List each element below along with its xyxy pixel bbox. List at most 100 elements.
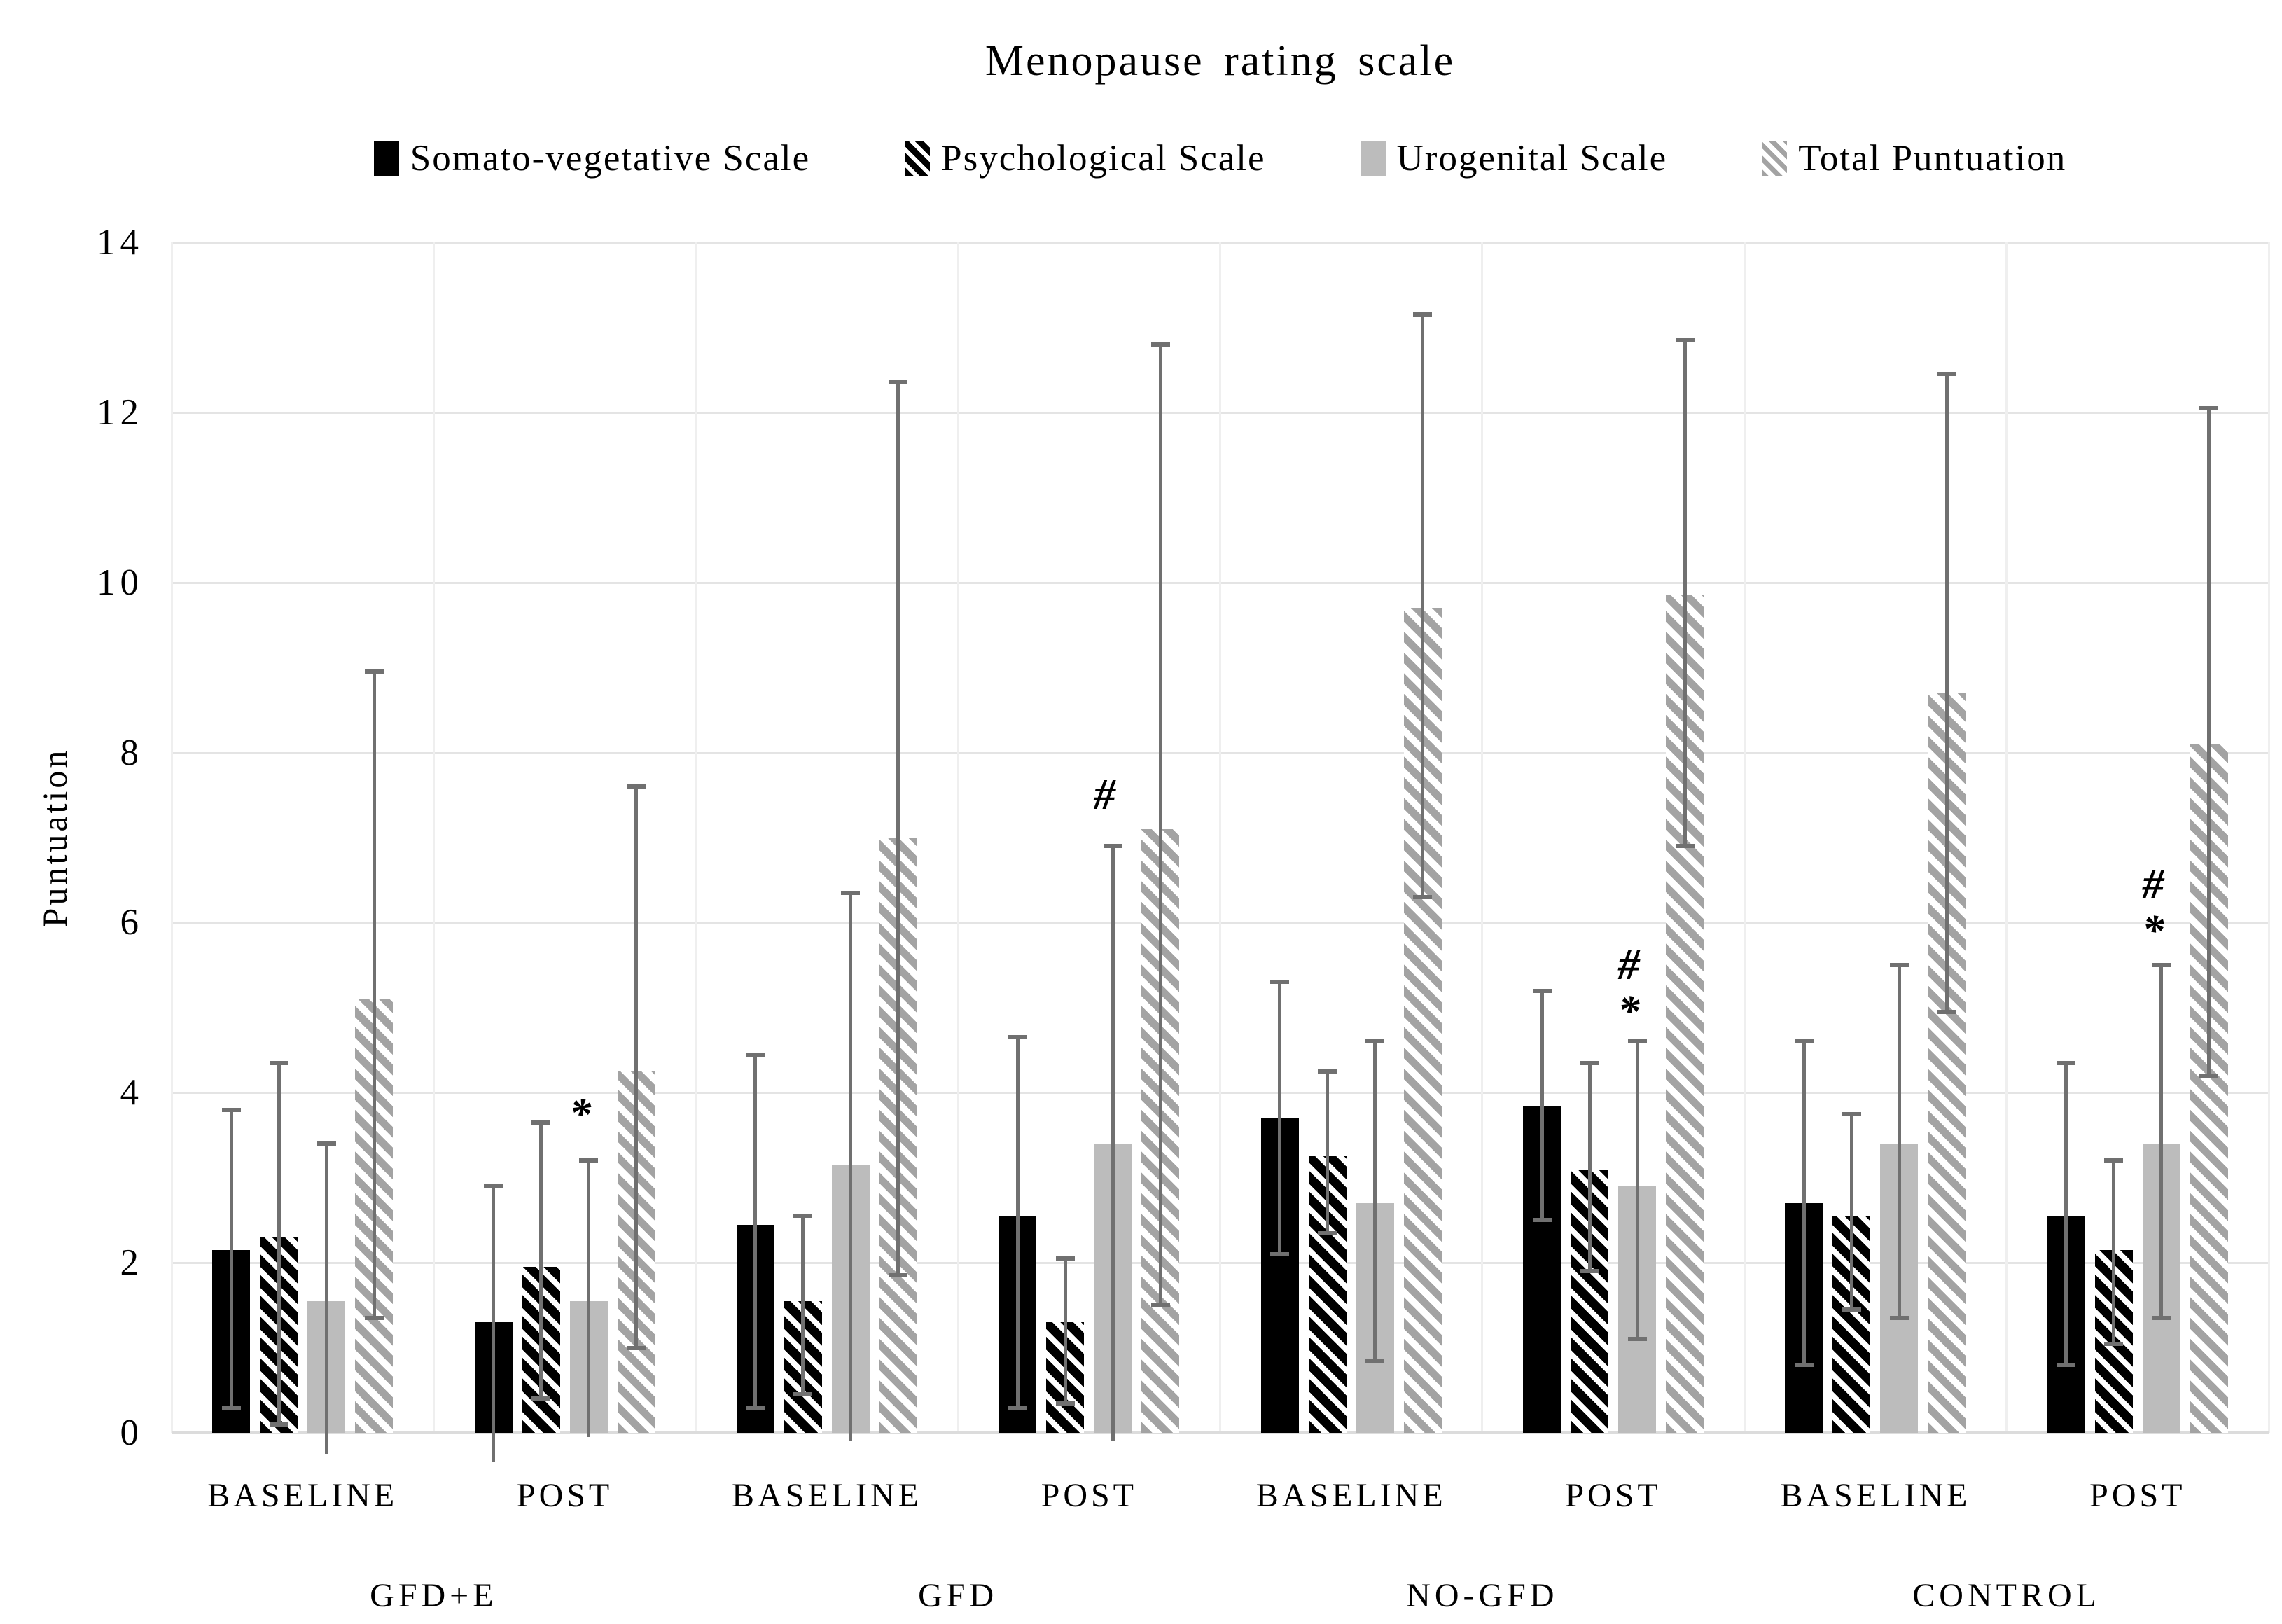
legend-label: Urogenital Scale — [1396, 138, 1668, 179]
error-bar — [539, 1122, 543, 1399]
x-category-label: POST — [2089, 1477, 2186, 1514]
legend-label: Total Puntuation — [1798, 138, 2067, 179]
error-bar-cap-bottom — [364, 1316, 384, 1321]
error-bar-cap-top — [1150, 342, 1170, 347]
error-bar-cap-bottom — [1889, 1316, 1909, 1321]
error-bar-cap-top — [269, 1060, 288, 1065]
error-bar-cap-top — [2104, 1158, 2124, 1163]
error-bar-cap-top — [221, 1107, 241, 1112]
error-bar-cap-top — [627, 784, 646, 789]
error-bar-cap-top — [1413, 312, 1433, 317]
error-bar — [1326, 1071, 1330, 1233]
error-bar-cap-bottom — [746, 1405, 765, 1410]
error-bar-cap-bottom — [1365, 1358, 1385, 1363]
error-bar-cap-top — [1675, 338, 1695, 342]
legend-swatch-icon — [1360, 141, 1386, 176]
error-bar-cap-top — [1008, 1035, 1027, 1040]
error-bar — [896, 382, 900, 1276]
error-bar-cap-top — [1055, 1256, 1075, 1261]
gridline-vertical — [1219, 242, 1221, 1433]
significance-annotation: # * — [1617, 941, 1640, 1036]
error-bar — [1944, 374, 1949, 1012]
error-bar-cap-bottom — [1150, 1303, 1170, 1307]
error-bar-cap-bottom — [1842, 1307, 1861, 1312]
error-bar-cap-bottom — [627, 1345, 646, 1350]
error-bar-cap-bottom — [889, 1273, 908, 1278]
error-bar-cap-bottom — [1675, 844, 1695, 849]
x-condition-label: GFD — [918, 1577, 999, 1614]
error-bar-cap-top — [1937, 372, 1956, 377]
error-bar-cap-bottom — [1532, 1218, 1552, 1223]
error-bar-cap-bottom — [1270, 1252, 1290, 1256]
significance-annotation: * — [569, 1090, 592, 1138]
error-bar — [1421, 314, 1425, 897]
error-bar-cap-top — [531, 1120, 551, 1125]
legend-swatch-icon — [373, 141, 399, 176]
significance-annotation: # — [1093, 771, 1115, 819]
error-bar — [324, 1144, 328, 1455]
error-bar-cap-top — [1270, 980, 1290, 985]
error-bar — [1635, 1041, 1639, 1340]
gridline-vertical — [1743, 242, 1746, 1433]
error-bar — [1802, 1041, 1806, 1365]
legend-item: Somato-vegetative Scale — [373, 137, 811, 179]
x-axis-line — [172, 1431, 2269, 1434]
error-bar-cap-bottom — [1627, 1337, 1647, 1342]
error-bar-cap-bottom — [2104, 1341, 2124, 1346]
x-category-label: POST — [1565, 1477, 1662, 1514]
x-condition-label: GFD+E — [370, 1577, 498, 1614]
error-bar-cap-top — [1365, 1039, 1385, 1044]
y-tick-label: 2 — [120, 1242, 144, 1284]
error-bar — [2064, 1062, 2068, 1365]
error-bar — [1897, 965, 1901, 1319]
gridline-vertical — [2267, 242, 2270, 1433]
error-bar-cap-top — [1889, 963, 1909, 968]
error-bar — [1540, 990, 1544, 1221]
gridline-vertical — [1481, 242, 1484, 1433]
gridline-vertical — [170, 242, 173, 1433]
x-category-label: BASELINE — [207, 1477, 398, 1514]
error-bar-cap-top — [1842, 1111, 1861, 1116]
x-category-label: POST — [516, 1477, 613, 1514]
error-bar — [1158, 344, 1162, 1305]
gridline-vertical — [956, 242, 959, 1433]
y-tick-label: 6 — [120, 902, 144, 943]
error-bar-cap-bottom — [531, 1396, 551, 1401]
gridline-vertical — [432, 242, 435, 1433]
error-bar-cap-bottom — [1794, 1362, 1814, 1367]
error-bar — [2207, 408, 2211, 1076]
legend-item: Urogenital Scale — [1360, 137, 1668, 179]
legend-item: Total Puntuation — [1762, 137, 2066, 179]
gridline-vertical — [2005, 242, 2008, 1433]
error-bar-cap-top — [1794, 1039, 1814, 1044]
error-bar-cap-top — [1580, 1060, 1599, 1065]
error-bar — [1063, 1258, 1067, 1403]
error-bar — [277, 1062, 281, 1424]
error-bar-cap-bottom — [1008, 1405, 1027, 1410]
significance-annotation: # * — [2142, 860, 2164, 955]
x-condition-label: NO-GFD — [1406, 1577, 1559, 1614]
y-tick-label: 14 — [97, 222, 144, 263]
y-tick-label: 10 — [97, 562, 144, 603]
error-bar — [587, 1160, 591, 1438]
error-bar — [1849, 1113, 1853, 1310]
error-bar — [1587, 1062, 1592, 1272]
error-bar — [492, 1186, 496, 1463]
error-bar — [1015, 1037, 1020, 1408]
error-bar — [1111, 846, 1115, 1442]
error-bar — [634, 786, 639, 1348]
error-bar-cap-bottom — [1937, 1009, 1956, 1014]
error-bar-cap-bottom — [793, 1392, 813, 1397]
error-bar — [2112, 1160, 2116, 1344]
legend-label: Somato-vegetative Scale — [410, 138, 811, 179]
error-bar-cap-bottom — [2057, 1362, 2076, 1367]
error-bar-cap-bottom — [221, 1405, 241, 1410]
legend: Somato-vegetative Scale Psychological Sca… — [172, 137, 2269, 179]
error-bar-cap-top — [2199, 405, 2219, 410]
error-bar-cap-bottom — [269, 1422, 288, 1427]
error-bar-cap-top — [746, 1052, 765, 1057]
error-bar-cap-bottom — [2199, 1074, 2219, 1078]
gridline-vertical — [695, 242, 697, 1433]
